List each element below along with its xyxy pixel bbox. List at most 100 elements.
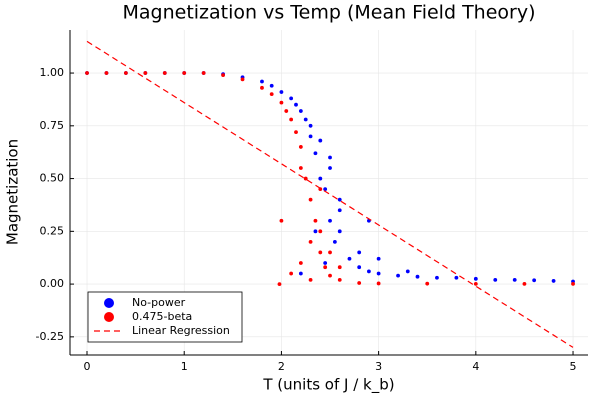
data-point — [298, 261, 303, 265]
data-point — [308, 123, 313, 128]
data-point — [357, 250, 362, 255]
legend-label: 0.475-beta — [132, 310, 192, 323]
legend-label: No-power — [132, 296, 186, 309]
data-point — [308, 239, 313, 244]
regression-line — [86, 40, 574, 348]
data-point — [376, 256, 381, 261]
data-point — [532, 278, 537, 283]
x-axis-label: T (units of J / k_b) — [262, 376, 394, 395]
data-point — [279, 90, 284, 94]
legend-label: Linear Regression — [132, 324, 230, 337]
data-point — [337, 277, 342, 282]
x-tick-label: 4 — [472, 360, 479, 373]
data-point — [318, 176, 323, 181]
data-point — [337, 229, 342, 234]
y-tick-label: 0.25 — [40, 224, 65, 237]
legend-symbol — [104, 298, 114, 308]
data-point — [571, 281, 575, 286]
data-point — [551, 279, 556, 283]
data-point — [522, 281, 527, 286]
data-point — [396, 273, 400, 278]
data-point — [313, 218, 318, 223]
x-tick-label: 0 — [84, 360, 91, 373]
data-point — [318, 229, 323, 234]
data-point — [347, 256, 352, 261]
data-point — [367, 269, 371, 274]
x-tick-label: 5 — [570, 360, 577, 373]
data-point — [323, 261, 328, 265]
data-point — [332, 239, 337, 244]
data-point — [328, 273, 332, 278]
data-point — [289, 271, 294, 276]
y-tick-label: 1.00 — [40, 66, 65, 79]
data-point — [308, 134, 313, 139]
data-point — [143, 71, 148, 75]
data-point — [85, 71, 89, 75]
data-point — [425, 281, 430, 286]
data-point — [357, 265, 362, 270]
data-point — [298, 109, 303, 113]
data-point — [473, 281, 478, 286]
data-point — [337, 197, 342, 202]
data-point — [473, 276, 478, 281]
data-point — [294, 102, 298, 107]
data-point — [289, 117, 294, 122]
data-point — [123, 71, 128, 75]
data-point — [298, 145, 303, 149]
y-tick-label: 0.50 — [40, 172, 65, 185]
data-point — [162, 71, 167, 75]
data-point — [328, 155, 332, 160]
data-point — [318, 250, 323, 255]
data-point — [313, 151, 318, 156]
data-point — [182, 71, 187, 75]
data-point — [221, 73, 225, 78]
data-point — [269, 92, 274, 97]
data-point — [279, 218, 284, 223]
x-tick-label: 2 — [278, 360, 285, 373]
data-point — [337, 265, 342, 270]
data-point — [303, 117, 308, 122]
y-tick-label: 0.75 — [40, 119, 65, 132]
data-point — [376, 271, 381, 276]
data-point — [308, 277, 313, 282]
data-point — [318, 138, 323, 143]
data-point — [260, 79, 264, 84]
data-point — [289, 96, 294, 101]
data-point — [493, 277, 498, 282]
data-point — [269, 83, 274, 88]
data-point — [323, 187, 328, 192]
data-point — [357, 281, 362, 285]
data-point — [277, 282, 282, 286]
x-tick-label: 3 — [375, 360, 382, 373]
data-point — [454, 275, 459, 280]
data-point — [435, 275, 439, 280]
data-point — [294, 130, 298, 135]
data-point — [328, 250, 332, 255]
y-axis-label: Magnetization — [4, 139, 22, 245]
data-point — [298, 271, 303, 276]
y-tick-label: 0.00 — [40, 277, 65, 290]
data-point — [328, 218, 332, 223]
data-point — [308, 197, 313, 202]
data-point — [512, 277, 517, 282]
data-point — [323, 265, 328, 270]
data-point — [240, 77, 245, 82]
data-point — [284, 109, 289, 113]
data-point — [303, 176, 308, 181]
y-tick-label: -0.25 — [36, 330, 64, 343]
data-point — [313, 229, 318, 234]
legend-symbol — [104, 312, 114, 322]
data-point — [104, 71, 109, 75]
data-point — [415, 274, 420, 279]
data-point — [260, 85, 264, 90]
data-point — [328, 166, 332, 170]
data-point — [376, 281, 381, 286]
chart-title: Magnetization vs Temp (Mean Field Theory… — [122, 2, 535, 24]
data-point — [337, 208, 342, 213]
x-tick-label: 1 — [181, 360, 188, 373]
data-point — [298, 166, 303, 170]
data-point — [279, 100, 284, 105]
data-point — [405, 269, 410, 274]
data-point — [201, 71, 206, 75]
